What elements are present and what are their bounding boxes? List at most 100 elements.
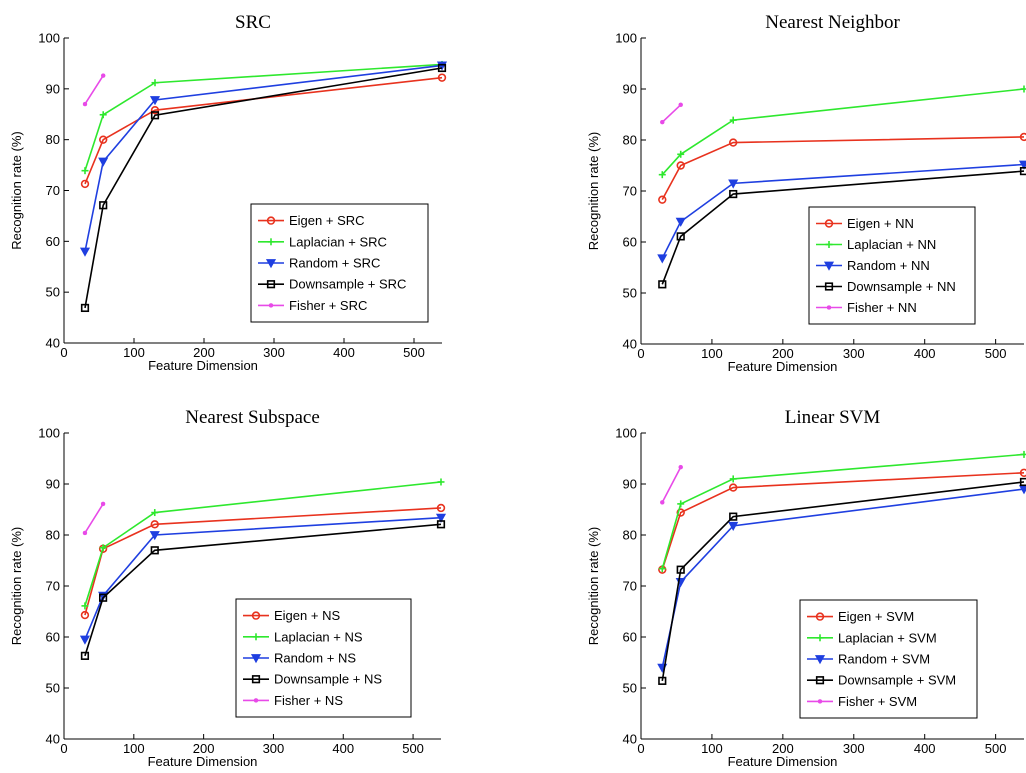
series-eigen-nn: [658, 132, 1026, 204]
x-axis-label: Feature Dimension: [148, 358, 258, 373]
data-point: [729, 189, 738, 199]
x-tick-label: 400: [332, 741, 354, 756]
x-tick-label: 200: [772, 741, 794, 756]
legend-label: Laplacian + NS: [274, 629, 363, 644]
x-tick-label: 500: [403, 345, 425, 360]
series-laplacian-nn: [658, 85, 1026, 179]
series-fisher-ns: [82, 501, 106, 536]
data-point: [150, 111, 160, 120]
data-point: [82, 101, 88, 107]
data-point: [678, 102, 683, 108]
y-axis-label: Recognition rate (%): [9, 527, 24, 646]
data-point: [1020, 85, 1026, 93]
legend: Eigen + NS Laplacian + NS Random + NS Downs…: [235, 598, 412, 718]
series-fisher-svm: [660, 464, 683, 505]
data-point: [1019, 477, 1026, 487]
series-downsample-svm: [658, 477, 1026, 685]
x-tick-label: 200: [772, 346, 794, 361]
series-line: [84, 516, 442, 640]
y-axis-label: Recognition rate (%): [9, 131, 24, 250]
chart-title: Linear SVM: [785, 407, 881, 428]
legend-entry: Laplacian + NN: [816, 237, 936, 252]
legend-marker: [825, 241, 833, 248]
series-laplacian-svm: [658, 450, 1026, 573]
legend-label: Random + NS: [274, 651, 356, 666]
x-tick-label: 400: [914, 741, 936, 756]
y-tick-label: 60: [623, 630, 637, 645]
data-point: [435, 513, 447, 523]
legend-entry: Downsample + NN: [816, 279, 956, 294]
y-axis-label: Recognition rate (%): [586, 527, 601, 646]
data-point: [99, 544, 107, 552]
data-point: [80, 303, 90, 313]
legend-entry: Random + NS: [243, 651, 356, 666]
data-point: [729, 483, 738, 492]
legend-label: Laplacian + NN: [847, 237, 936, 252]
data-point: [729, 512, 738, 521]
series-line: [84, 75, 104, 105]
legend-marker: [251, 675, 261, 684]
y-tick-label: 100: [38, 426, 60, 441]
data-point: [1019, 167, 1026, 176]
x-tick-label: 500: [402, 741, 424, 756]
x-tick-label: 0: [637, 346, 644, 361]
legend: Eigen + NN Laplacian + NN Random + NN Downs…: [808, 206, 976, 325]
legend-marker: [267, 238, 275, 246]
legend-entry: Random + SVM: [807, 652, 930, 667]
data-point: [657, 254, 668, 264]
data-point: [100, 501, 106, 507]
legend-entry: Fisher + SVM: [807, 694, 917, 709]
series-line: [84, 76, 443, 185]
series-laplacian-ns: [81, 478, 445, 610]
legend-marker: [824, 282, 834, 291]
data-point: [151, 509, 159, 517]
series-fisher-nn: [660, 102, 683, 125]
series-downsample-ns: [80, 520, 446, 660]
data-point: [729, 138, 738, 147]
data-point: [80, 610, 90, 620]
data-point: [658, 195, 667, 204]
legend-entry: Eigen + NS: [243, 608, 340, 623]
series-line: [661, 104, 682, 123]
series-line: [661, 136, 1025, 201]
legend-label: Downsample + SVM: [838, 673, 956, 688]
legend-marker: [252, 633, 260, 641]
legend-label: Fisher + NS: [274, 693, 343, 708]
legend-label: Random + SRC: [289, 256, 380, 271]
x-tick-label: 100: [701, 346, 723, 361]
data-point: [1019, 132, 1026, 142]
x-axis-label: Feature Dimension: [148, 754, 258, 769]
data-point: [151, 79, 159, 87]
series-line: [661, 88, 1025, 176]
data-point: [82, 530, 88, 536]
data-point: [98, 135, 108, 144]
data-point: [80, 179, 90, 189]
series-downsample-nn: [658, 167, 1026, 289]
data-point: [677, 150, 685, 158]
series-line: [84, 63, 443, 171]
data-point: [1018, 160, 1026, 170]
data-point: [80, 651, 90, 660]
data-point: [675, 217, 686, 227]
legend-entry: Laplacian + SRC: [258, 234, 387, 249]
legend-entry: Downsample + SRC: [258, 277, 406, 292]
y-tick-label: 60: [623, 235, 637, 250]
legend-marker: [815, 612, 825, 621]
legend-entry: Fisher + NN: [816, 300, 917, 315]
series-random-src: [79, 61, 448, 257]
data-point: [81, 167, 89, 175]
data-point: [1020, 450, 1026, 458]
chart-panel-2: Nearest Neighbor 40 50 60 70 80 90 100 0 100 200 30…: [586, 12, 1026, 374]
legend-label: Random + NN: [847, 258, 930, 273]
legend-label: Eigen + NN: [847, 216, 914, 231]
legend-label: Eigen + SRC: [289, 213, 365, 228]
data-point: [98, 593, 108, 602]
chart-title: Nearest Subspace: [185, 407, 320, 428]
series-line: [661, 170, 1025, 285]
legend-marker: [268, 303, 274, 308]
y-tick-label: 80: [623, 528, 637, 543]
y-tick-label: 90: [623, 82, 637, 97]
chart-title: SRC: [235, 12, 271, 33]
data-point: [98, 157, 109, 167]
legend-marker: [826, 305, 832, 310]
